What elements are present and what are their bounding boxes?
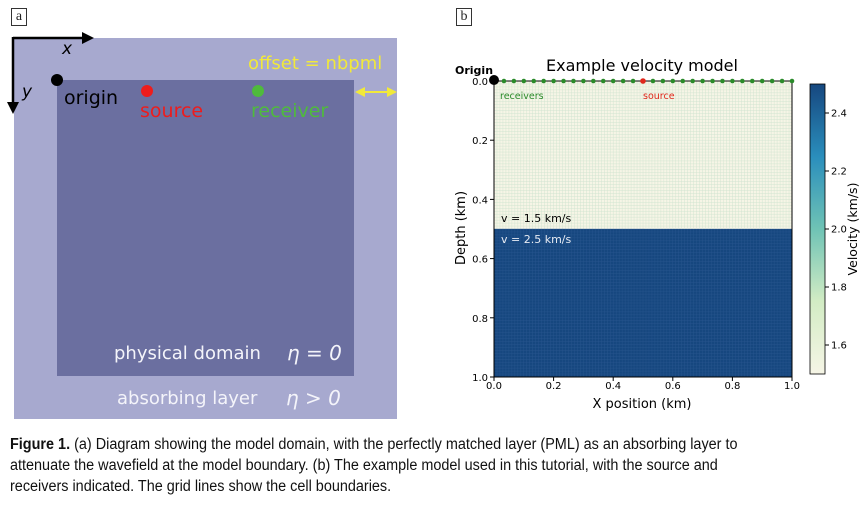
receiver-point [610,78,616,84]
origin-dot [489,75,499,85]
receiver-point [600,78,606,84]
receiver-point [759,78,765,84]
upper-layer-label: v = 1.5 km/s [501,212,572,225]
receiver-point [511,78,517,84]
y-tick-label: 0.6 [472,255,488,266]
receiver-point [690,78,695,84]
receiver-point [680,78,686,84]
receiver-point [740,78,745,84]
colorbar [809,83,826,375]
colorbar-tick-label: 2.4 [831,109,847,120]
receiver-point [620,78,626,84]
origin-label: origin [64,87,118,109]
receiver-point [521,78,527,84]
receiver-point [660,78,666,84]
offset-arrow-left-icon [355,87,365,97]
source-label: source [643,91,675,102]
y-tick-label: 0.4 [472,195,488,206]
y-axis-label: Depth (km) [454,191,469,265]
receiver-point [571,78,576,84]
receivers-label: receivers [500,91,544,102]
absorbing-layer-label: absorbing layer [117,388,258,409]
y-axis-arrow-icon [7,102,19,114]
origin-dot [51,74,63,86]
receiver-point [769,78,775,84]
receiver-point [779,78,785,84]
receiver-label: receiver [251,100,328,122]
colorbar-tick-label: 1.6 [831,341,847,352]
x-tick-label: 1.0 [784,381,800,392]
figure-caption: Figure 1. (a) Diagram showing the model … [10,434,802,497]
chart-title: Example velocity model [546,56,738,75]
receiver-point [730,78,735,84]
receiver-point [670,78,676,84]
colorbar-label: Velocity (km/s) [845,183,860,276]
source-dot [141,85,153,97]
receiver-point [650,78,656,84]
velocity-model-chart: v = 1.5 km/s v = 2.5 km/s 0.0 0.2 0.4 0.6 0.8 1… [454,56,860,412]
receiver-point [541,78,546,84]
source-point [640,78,646,84]
y-tick-label: 1.0 [472,373,488,384]
caption-figure-label: Figure 1. [10,436,71,453]
y-tick-label: 0.0 [472,77,488,88]
caption-line-3: receivers indicated. The grid lines show… [10,478,392,495]
origin-label: Origin [455,64,493,77]
x-tick-label: 0.0 [486,381,502,392]
receiver-point [561,78,566,84]
receiver-dot [252,85,264,97]
caption-line-2: attenuate the wavefield at the model bou… [10,457,718,474]
receiver-point [531,78,537,84]
y-tick-label: 0.2 [472,136,488,147]
colorbar-tick-label: 2.0 [831,225,847,236]
axis-y-label: y [21,82,33,102]
receiver-point [630,78,636,84]
colorbar-tick-label: 2.2 [831,167,847,178]
panel-a-label: a [11,8,27,26]
x-tick-label: 0.4 [605,381,621,392]
x-tick-label: 0.8 [724,381,740,392]
receiver-point [591,78,596,84]
x-axis-label: X position (km) [593,397,692,412]
receiver-point [710,78,715,84]
offset-label: offset = nbpml [248,53,382,74]
x-axis-arrow-icon [82,32,94,44]
absorbing-layer-eta: η > 0 [286,386,341,410]
receiver-point [789,78,795,84]
colorbar-tick-label: 1.8 [831,283,847,294]
lower-layer-label: v = 2.5 km/s [501,233,572,246]
x-tick-label: 0.2 [546,381,562,392]
y-tick-label: 0.8 [472,314,488,325]
receiver-point [581,78,586,84]
pml-domain-diagram: x y origin source receiver offset = nbpm… [7,32,397,419]
receiver-point [551,78,556,84]
receiver-point [700,78,705,84]
physical-domain-eta: η = 0 [287,341,342,365]
offset-arrow-right-icon [387,87,397,97]
caption-line-1: (a) Diagram showing the model domain, wi… [70,436,738,453]
physical-domain-label: physical domain [114,343,261,364]
receiver-point [749,78,755,84]
axis-x-label: x [61,39,73,59]
x-tick-label: 0.6 [665,381,681,392]
receiver-point [720,78,725,84]
receiver-point [501,78,507,84]
panel-b-label: b [456,8,472,26]
physical-domain-region [57,80,354,376]
cell-grid [493,80,793,378]
source-label: source [140,100,203,122]
